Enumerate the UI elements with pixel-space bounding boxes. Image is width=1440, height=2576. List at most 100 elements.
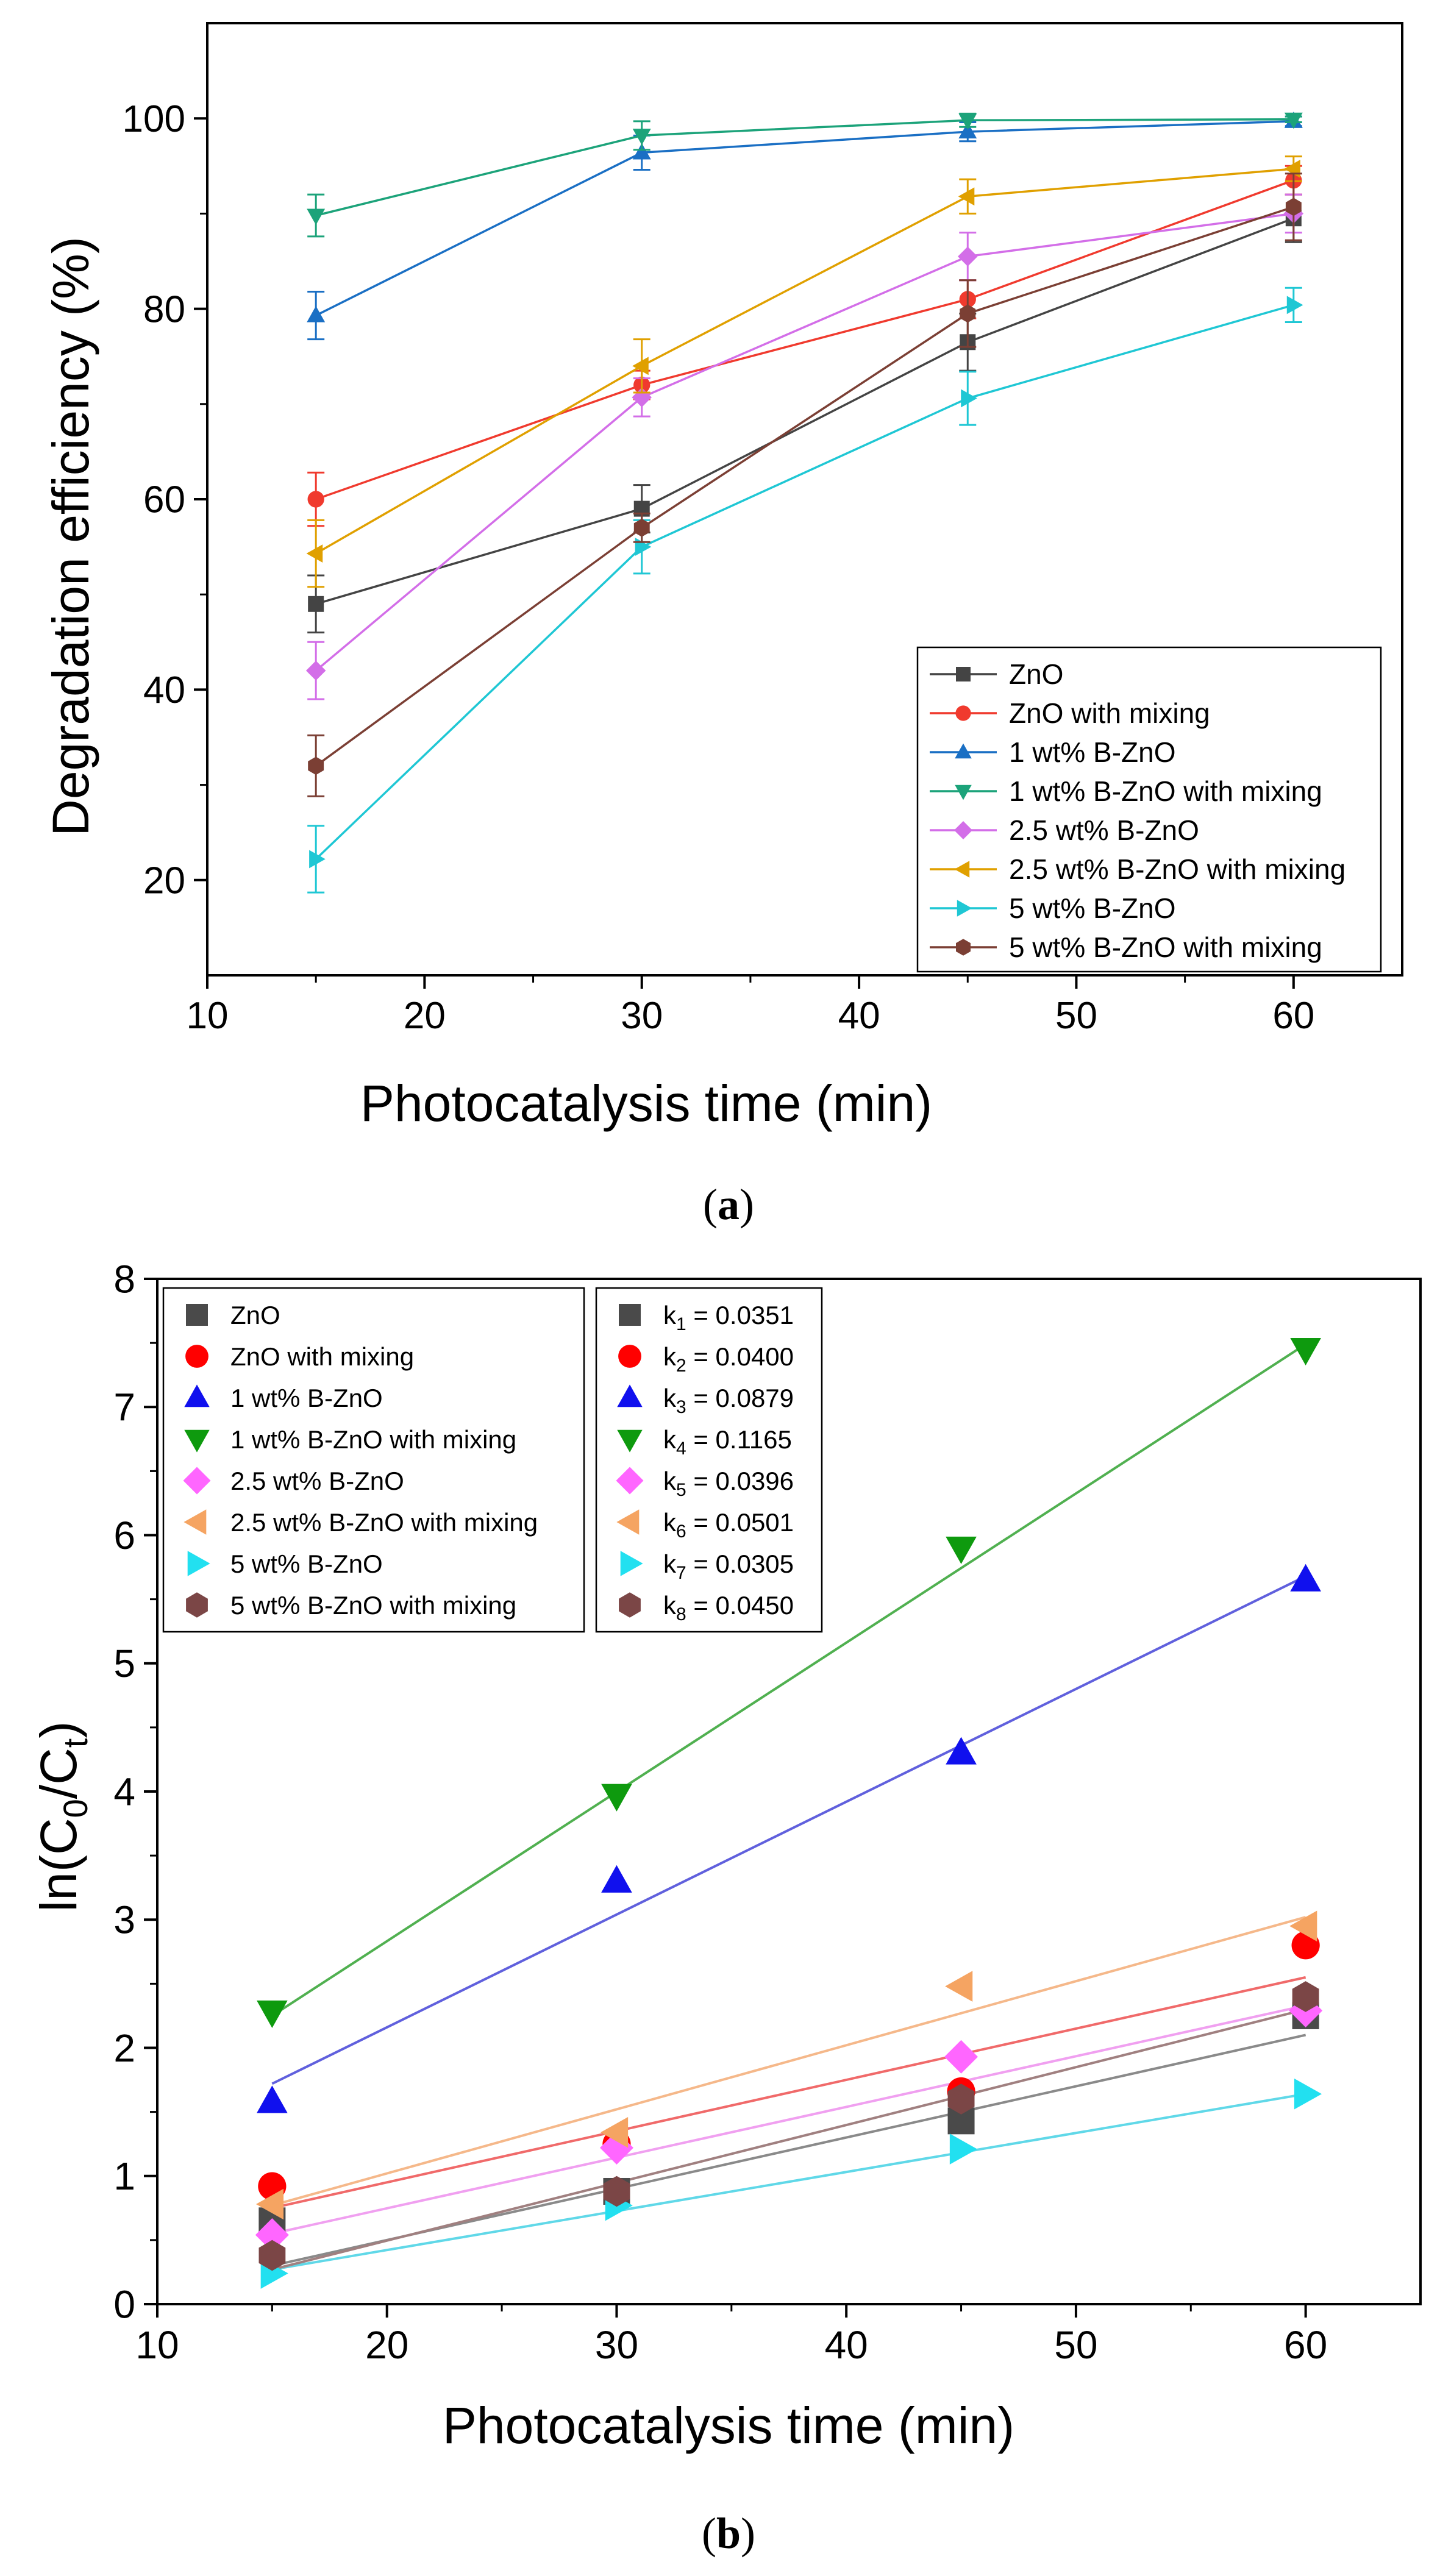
legend-box: [162, 1287, 585, 1633]
series-1-wtpct-b-zno: [257, 1564, 1321, 2113]
k-legend-item-2: k2 = 0.0400: [618, 1342, 794, 1376]
fit-line-5-wtpct-b-zno: [272, 2093, 1306, 2271]
data-point: [632, 143, 651, 160]
y-tick-label-b: 3: [113, 1898, 135, 1942]
k-value-label: k2 = 0.0400: [663, 1342, 794, 1376]
data-point: [601, 2116, 629, 2148]
legend-marker: [185, 1345, 209, 1368]
series-line: [315, 212, 1294, 672]
y-tick-label-b: 7: [113, 1386, 135, 1429]
legend-item-5-wtpct-b-zno-with-mixing: 5 wt% B-ZnO with mixing: [930, 931, 1322, 963]
fit-line-1-wtpct-b-zno-with-mixing: [271, 1343, 1306, 2017]
k-legend-item-6: k6 = 0.0501: [616, 1508, 794, 1542]
fit-line-5-wtpct-b-zno-with-mixing: [271, 2008, 1306, 2271]
legend-item-1-wtpct-b-zno-with-mixing: 1 wt% B-ZnO with mixing: [184, 1425, 516, 1454]
y-tick-label-b: 1: [113, 2154, 135, 2198]
legend-label: 1 wt% B-ZnO: [230, 1384, 383, 1412]
legend-label: 1 wt% B-ZnO with mixing: [1009, 775, 1322, 807]
legend-item-5-wtpct-b-zno: 5 wt% B-ZnO: [187, 1550, 383, 1578]
legend-item-1-wtpct-b-zno: 1 wt% B-ZnO: [184, 1384, 383, 1412]
legend-item-2-5-wtpct-b-zno: 2.5 wt% B-ZnO: [183, 1467, 404, 1495]
legend-marker: [956, 939, 971, 956]
fit-line-zno-with-mixing: [271, 1976, 1306, 2210]
fit-line-2-5-wtpct-b-zno: [271, 2004, 1306, 2235]
x-tick-label-a: 40: [838, 995, 880, 1037]
series-line: [315, 217, 1294, 605]
k-value-label: k8 = 0.0450: [663, 1591, 794, 1624]
legend-item-2-5-wtpct-b-zno: 2.5 wt% B-ZnO: [930, 814, 1199, 846]
y-tick-label-b: 5: [113, 1642, 135, 1685]
legend-marker: [954, 821, 972, 839]
x-axis-label-b: Photocatalysis time (min): [443, 2397, 1014, 2454]
y-tick-label-a: 60: [143, 479, 185, 521]
y-tick-label-a: 80: [143, 288, 185, 330]
legend-marker: [955, 785, 972, 800]
data-point: [949, 2133, 977, 2165]
data-point: [958, 246, 978, 266]
fit-line-2-5-wtpct-b-zno-with-mixing: [271, 1916, 1306, 2207]
series-line: [315, 120, 1294, 317]
legend-a: ZnO ZnO with mixing 1 wt% B-ZnO 1 wt% B-ZnO…: [916, 646, 1382, 973]
k-value-label: k7 = 0.0305: [663, 1550, 794, 1583]
y-axis-label-a: Degradation efficiency (%): [42, 237, 99, 836]
legend-label: ZnO with mixing: [1009, 697, 1210, 729]
y-tick-label-a: 20: [143, 860, 185, 902]
data-point: [632, 129, 651, 145]
data-point: [1285, 197, 1302, 216]
legend-item-zno: ZnO: [930, 658, 1063, 690]
legend-label: ZnO: [1009, 658, 1063, 690]
data-point: [961, 389, 977, 408]
legend-item-5-wtpct-b-zno: 5 wt% B-ZnO: [930, 892, 1176, 924]
data-point: [255, 2218, 289, 2252]
data-point: [1292, 1981, 1319, 2012]
legend-marker: [616, 1467, 644, 1495]
legend-marker: [183, 1467, 211, 1495]
legend-marker: [619, 1304, 641, 1326]
legend-label: ZnO with mixing: [230, 1342, 414, 1371]
legend-label: 1 wt% B-ZnO with mixing: [230, 1425, 516, 1454]
x-tick-label-b: 50: [1054, 2323, 1097, 2367]
data-point: [255, 2188, 284, 2220]
data-point: [958, 113, 977, 130]
legend-item-2-5-wtpct-b-zno-with-mixing: 2.5 wt% B-ZnO with mixing: [930, 853, 1346, 885]
data-point: [309, 850, 326, 869]
data-point: [257, 2085, 288, 2113]
k-legend-item-5: k5 = 0.0396: [616, 1467, 794, 1500]
legend-item-1-wtpct-b-zno: 1 wt% B-ZnO: [930, 736, 1176, 768]
legend-label: 5 wt% B-ZnO: [230, 1550, 383, 1578]
data-point: [946, 1536, 977, 1564]
k-value-label: k4 = 0.1165: [663, 1425, 792, 1459]
data-point: [307, 305, 326, 322]
data-point: [1290, 1337, 1321, 1366]
panel-caption-a: (a): [703, 1180, 754, 1229]
k-legend-item-1: k1 = 0.0351: [619, 1301, 794, 1334]
legend-marker: [617, 1384, 643, 1407]
data-point: [307, 208, 326, 226]
series-2-5-wtpct-b-zno-with-mixing: [255, 1910, 1317, 2220]
legend-label: ZnO: [230, 1301, 280, 1329]
x-tick-label-b: 30: [595, 2323, 638, 2367]
data-point: [307, 491, 324, 508]
data-point: [308, 756, 324, 775]
legend-marker: [955, 705, 971, 721]
y-tick-label-a: 100: [123, 98, 185, 140]
y-tick-label-b: 0: [113, 2282, 135, 2326]
legend-label: 2.5 wt% B-ZnO with mixing: [1009, 853, 1346, 885]
legend-box: [595, 1287, 823, 1633]
y-tick-label-b: 6: [113, 1514, 135, 1557]
rate-constant-legend: k1 = 0.0351 k2 = 0.0400 k3 = 0.0879 k4 = 0.…: [595, 1287, 823, 1633]
series-2-5-wtpct-b-zno-with-mixing: [306, 155, 1302, 588]
legend-label: 2.5 wt% B-ZnO with mixing: [230, 1508, 538, 1537]
data-point: [306, 544, 323, 563]
legend-marker: [957, 900, 972, 917]
legend-item-1-wtpct-b-zno-with-mixing: 1 wt% B-ZnO with mixing: [930, 775, 1322, 807]
data-point: [958, 187, 975, 206]
legend-label: 1 wt% B-ZnO: [1009, 736, 1176, 768]
data-point: [601, 1865, 632, 1893]
k-value-label: k6 = 0.0501: [663, 1508, 794, 1542]
x-tick-label-a: 60: [1272, 995, 1314, 1037]
legend-marker: [186, 1304, 208, 1326]
x-tick-label-b: 10: [135, 2323, 179, 2367]
x-tick-label-a: 10: [187, 995, 229, 1037]
legend-marker: [184, 1509, 207, 1535]
